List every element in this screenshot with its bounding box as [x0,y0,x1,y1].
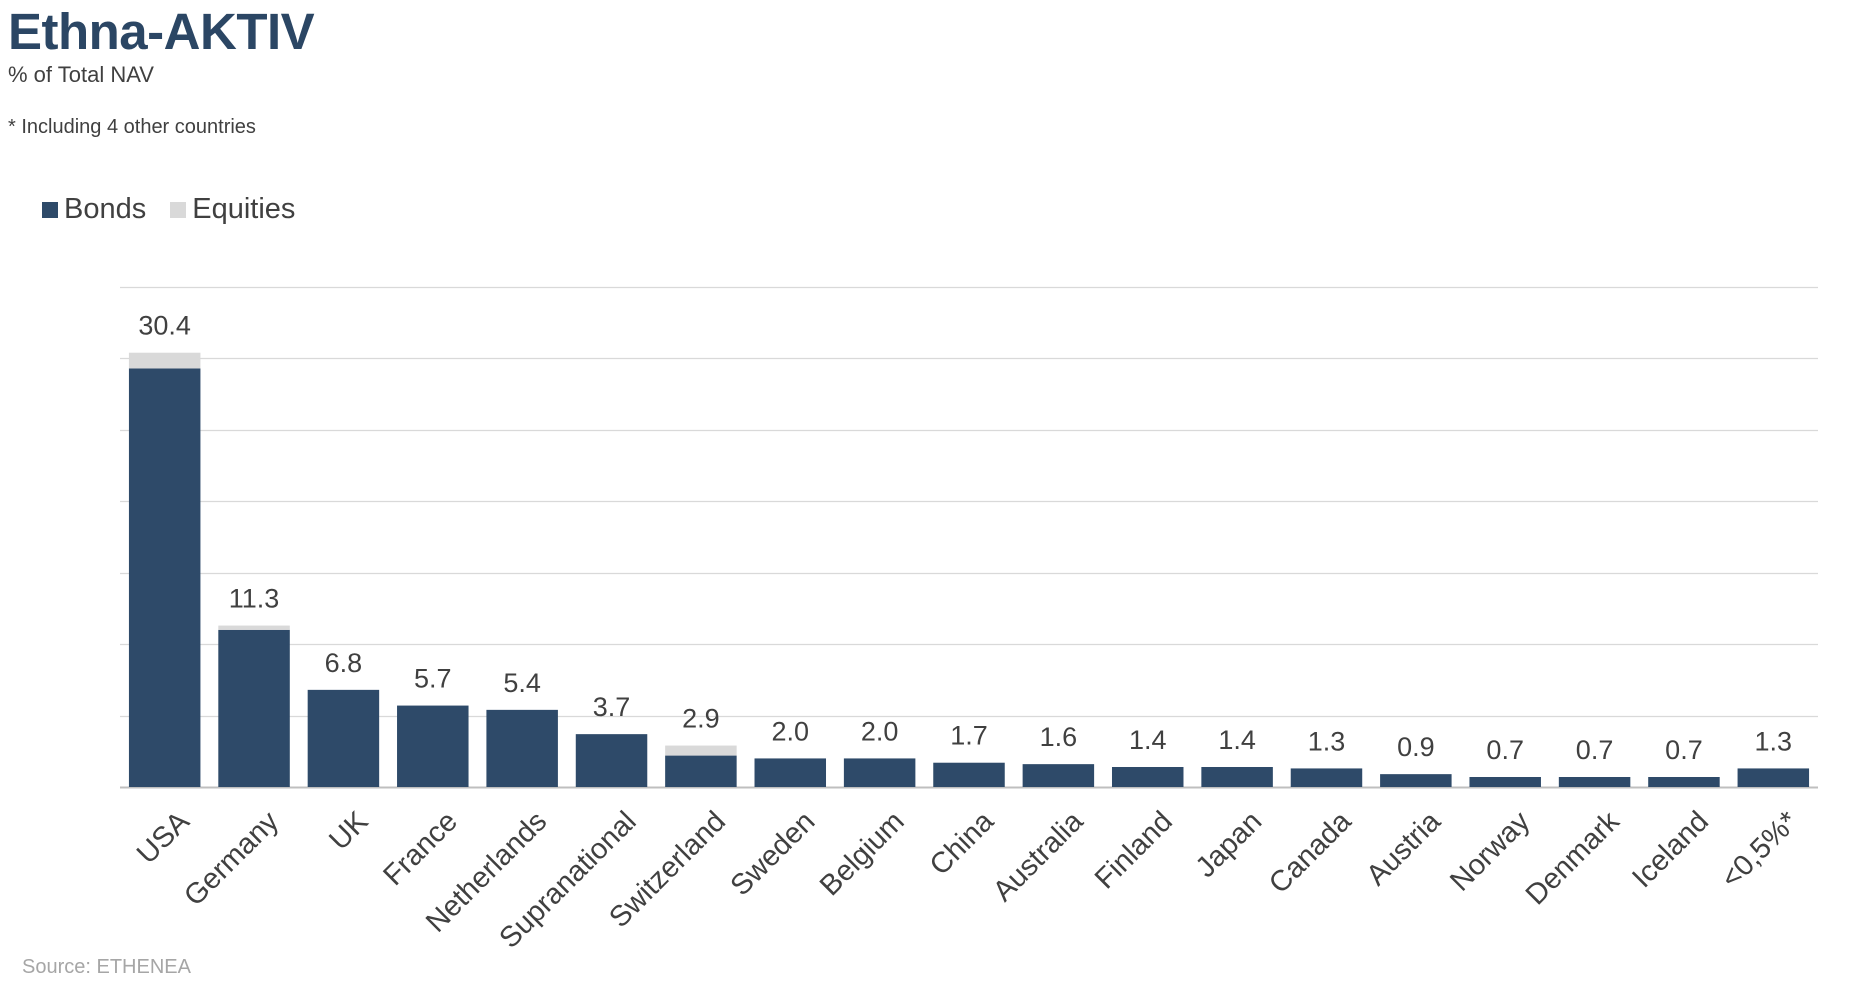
x-tick-label: Belgium [814,805,911,902]
bar-bonds [1469,777,1541,787]
legend-item-bonds: Bonds [42,193,146,226]
bar-bonds [1111,767,1184,787]
data-label: 3.7 [593,692,631,722]
x-tick-label: UK [323,805,375,857]
data-label: 0.9 [1397,732,1435,762]
bar-equities [128,352,201,369]
legend-label-bonds: Bonds [64,193,147,225]
x-tick-label: <0,5%* [1715,805,1804,894]
bar-bonds [665,755,737,787]
x-tick-label: USA [131,805,196,870]
x-tick-label: France [377,805,463,891]
legend: Bonds Equities [42,193,319,226]
bar-bonds [128,368,201,787]
x-tick-label: Australia [987,805,1090,908]
bar-bonds [486,709,558,787]
data-label: 0.7 [1486,735,1524,765]
data-label: 1.4 [1218,725,1256,755]
data-label: 1.3 [1308,726,1346,756]
bar-bonds [1201,767,1273,787]
source-note: Source: ETHENEA [22,956,191,978]
data-label: 2.0 [771,716,809,746]
chart-subtitle: % of Total NAV [8,62,154,87]
bar-bonds [1022,764,1095,787]
data-label: 0.7 [1665,735,1703,765]
data-label: 11.3 [229,584,280,614]
data-label: 0.7 [1576,735,1614,765]
x-tick-label: Japan [1190,805,1268,883]
bar-equities [665,745,737,756]
data-label: 2.9 [682,704,720,734]
bar-bonds [933,762,1005,787]
x-tick-label: Iceland [1626,805,1715,894]
legend-swatch-bonds [42,201,58,218]
data-label: 1.7 [950,721,988,751]
legend-item-equities: Equities [170,193,295,226]
bar-bonds [575,734,648,787]
bar-bonds [1737,768,1810,787]
bar-bonds [1558,777,1631,787]
x-tick-label: Germany [178,805,285,912]
x-tick-label: Finland [1089,805,1179,895]
data-label: 6.8 [325,648,363,678]
bar-bonds [218,629,290,787]
data-label: 1.6 [1040,722,1078,752]
bar-bonds [307,689,380,787]
x-tick-label: Norway [1444,805,1536,897]
chart-footnote: * Including 4 other countries [8,116,256,138]
chart-title: Ethna-AKTIV [8,3,315,60]
x-tick-label: Sweden [725,805,822,902]
data-label: 30.4 [138,311,191,341]
x-tick-label: Denmark [1520,805,1626,911]
bar-bonds [1290,768,1363,787]
legend-label-equities: Equities [192,193,296,225]
data-label: 5.4 [503,668,541,698]
x-tick-label: Canada [1263,805,1358,900]
data-label: 1.4 [1129,725,1167,755]
bar-bonds [1648,777,1720,787]
x-tick-label: Austria [1360,805,1447,892]
data-label: 5.7 [414,664,452,694]
bar-bonds [754,758,827,787]
legend-swatch-equities [170,201,187,218]
x-tick-label: China [924,805,1001,882]
data-label: 1.3 [1755,726,1793,756]
bar-bonds [843,758,916,787]
bar-bonds [397,705,469,787]
bar-bonds [1380,774,1452,787]
bar-equities [218,625,290,630]
data-label: 2.0 [861,716,899,746]
